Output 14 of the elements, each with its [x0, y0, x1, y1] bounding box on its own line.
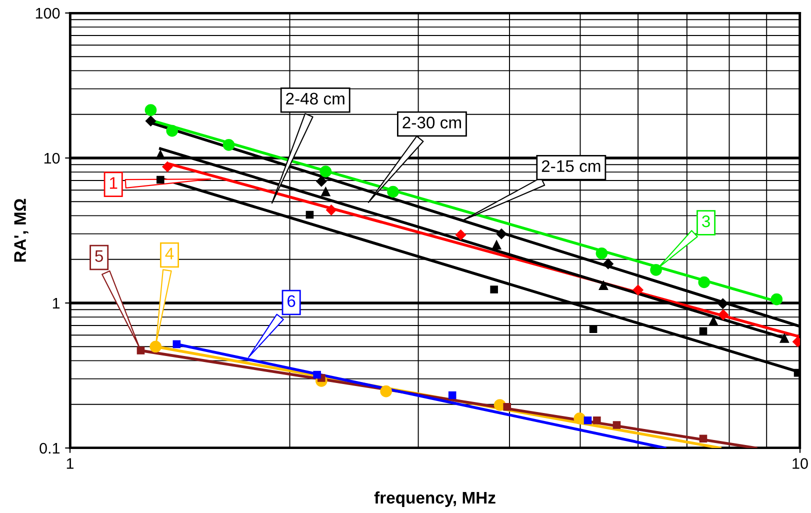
text: 1 — [110, 177, 118, 189]
text: 2-48 cm — [286, 92, 344, 105]
y-tick-label: 0.1 — [40, 442, 60, 454]
x-axis-title: frequency, MHz — [374, 491, 496, 507]
y-axis-title: RA', MΩ — [14, 198, 28, 262]
y-tick-label: 1 — [52, 298, 60, 309]
text: 4 — [165, 248, 174, 260]
text: 3 — [702, 215, 710, 228]
y-tick-label: 100 — [36, 8, 60, 19]
text: 5 — [95, 250, 104, 262]
text: 6 — [288, 295, 296, 307]
text: 2-30 cm — [402, 116, 461, 128]
text: 2-15 cm — [542, 160, 600, 172]
y-tick-label: 10 — [44, 152, 60, 164]
